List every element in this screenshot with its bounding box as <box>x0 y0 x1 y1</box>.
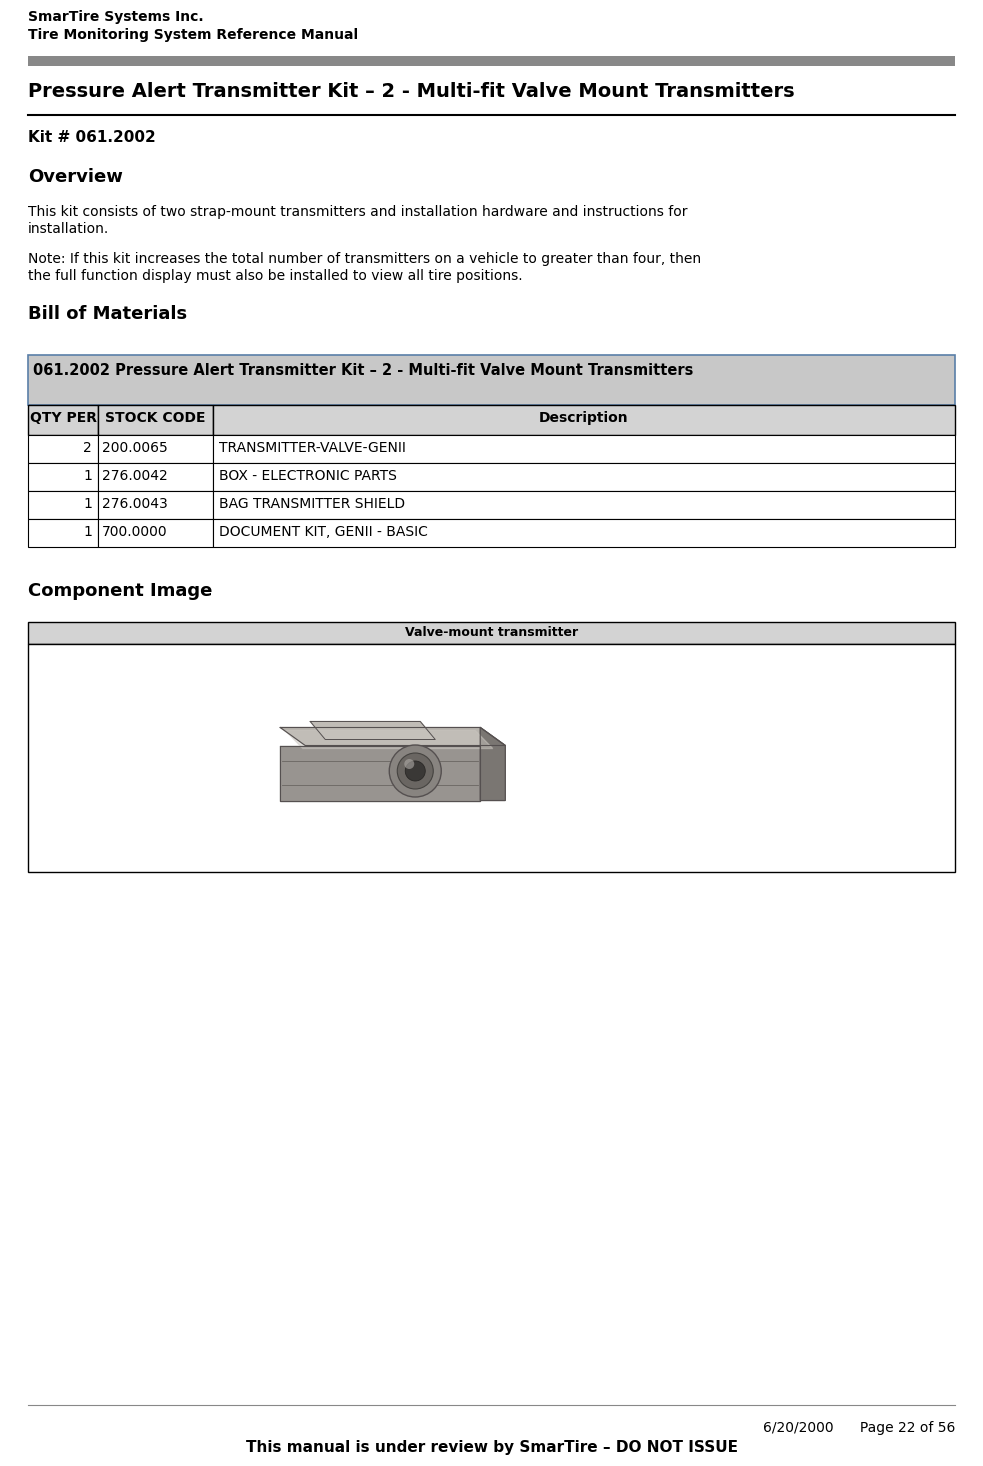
Text: 200.0065: 200.0065 <box>102 441 168 454</box>
Bar <box>213 435 955 463</box>
Text: Description: Description <box>540 410 629 425</box>
Bar <box>28 491 98 519</box>
Text: Tire Monitoring System Reference Manual: Tire Monitoring System Reference Manual <box>28 28 358 43</box>
Polygon shape <box>280 727 505 746</box>
Text: installation.: installation. <box>28 221 109 236</box>
Bar <box>98 405 213 435</box>
Text: SmarTire Systems Inc.: SmarTire Systems Inc. <box>28 10 203 23</box>
Text: Kit # 061.2002: Kit # 061.2002 <box>28 130 155 145</box>
Bar <box>28 56 955 66</box>
Text: BOX - ELECTRONIC PARTS: BOX - ELECTRONIC PARTS <box>219 469 397 482</box>
Text: TRANSMITTER-VALVE-GENII: TRANSMITTER-VALVE-GENII <box>219 441 406 454</box>
Text: 700.0000: 700.0000 <box>102 525 168 539</box>
Bar <box>28 463 98 491</box>
Text: Bill of Materials: Bill of Materials <box>28 305 187 323</box>
Text: 2: 2 <box>84 441 92 454</box>
Bar <box>213 405 955 435</box>
Polygon shape <box>311 721 435 739</box>
Bar <box>98 435 213 463</box>
Circle shape <box>405 761 426 781</box>
Text: 276.0042: 276.0042 <box>102 469 168 482</box>
Text: Note: If this kit increases the total number of transmitters on a vehicle to gre: Note: If this kit increases the total nu… <box>28 252 701 265</box>
Text: STOCK CODE: STOCK CODE <box>105 410 205 425</box>
Text: 061.2002 Pressure Alert Transmitter Kit – 2 - Multi-fit Valve Mount Transmitters: 061.2002 Pressure Alert Transmitter Kit … <box>33 364 693 378</box>
Text: 1: 1 <box>84 525 92 539</box>
Text: DOCUMENT KIT, GENII - BASIC: DOCUMENT KIT, GENII - BASIC <box>219 525 428 539</box>
Bar <box>213 519 955 547</box>
Text: This kit consists of two strap-mount transmitters and installation hardware and : This kit consists of two strap-mount tra… <box>28 205 687 218</box>
Text: 6/20/2000      Page 22 of 56: 6/20/2000 Page 22 of 56 <box>763 1421 955 1435</box>
Bar <box>213 463 955 491</box>
Text: 1: 1 <box>84 497 92 512</box>
Polygon shape <box>280 746 481 800</box>
Bar <box>28 644 955 872</box>
Bar <box>28 435 98 463</box>
Text: Valve-mount transmitter: Valve-mount transmitter <box>405 626 578 639</box>
Circle shape <box>404 759 414 770</box>
Text: Overview: Overview <box>28 169 123 186</box>
Bar <box>28 355 955 405</box>
Text: Pressure Alert Transmitter Kit – 2 - Multi-fit Valve Mount Transmitters: Pressure Alert Transmitter Kit – 2 - Mul… <box>28 82 794 101</box>
Bar <box>28 622 955 644</box>
Polygon shape <box>285 730 492 749</box>
Text: QTY PER: QTY PER <box>29 410 96 425</box>
Text: 1: 1 <box>84 469 92 482</box>
Text: the full function display must also be installed to view all tire positions.: the full function display must also be i… <box>28 268 523 283</box>
Text: 276.0043: 276.0043 <box>102 497 168 512</box>
Bar <box>98 519 213 547</box>
Text: Component Image: Component Image <box>28 582 212 600</box>
Text: BAG TRANSMITTER SHIELD: BAG TRANSMITTER SHIELD <box>219 497 405 512</box>
Bar <box>28 519 98 547</box>
Bar <box>28 405 98 435</box>
Circle shape <box>389 745 441 798</box>
Circle shape <box>397 754 434 789</box>
Bar <box>213 491 955 519</box>
Text: This manual is under review by SmarTire – DO NOT ISSUE: This manual is under review by SmarTire … <box>246 1440 737 1454</box>
Bar <box>98 463 213 491</box>
Polygon shape <box>481 727 505 800</box>
Bar <box>98 491 213 519</box>
